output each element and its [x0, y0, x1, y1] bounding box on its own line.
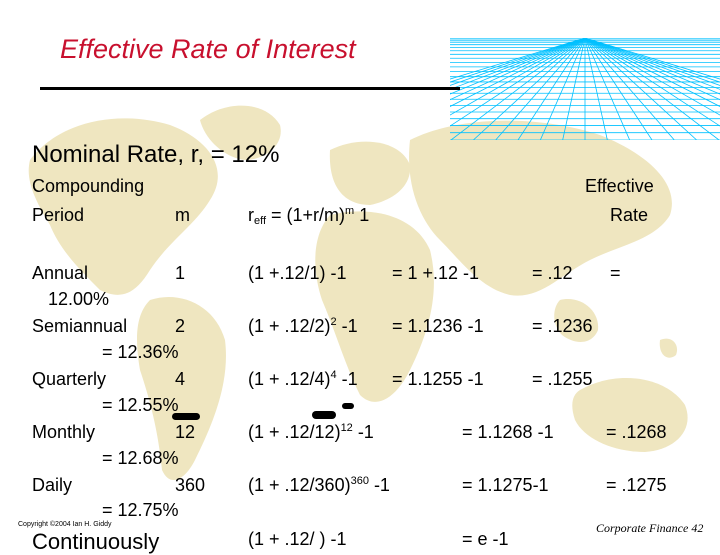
header-formula: reff = (1+r/m)m 1: [248, 205, 369, 227]
calc-a-tail: -1: [336, 369, 358, 389]
calc-a-tail: -1: [325, 263, 347, 283]
calc-a-text: (1 +.12/1): [248, 263, 326, 283]
ink-mark: [342, 403, 354, 409]
formula-tail: 1: [354, 205, 370, 225]
row-quarterly-calc-c: = .1255: [532, 369, 593, 389]
row-monthly-calc-b: = 1.1268 -1: [462, 422, 554, 442]
calc-a-tail: -1: [336, 316, 358, 336]
row-annual-calc-a: (1 +.12/1) -1: [248, 263, 347, 284]
perspective-grid-graphic: [450, 38, 720, 140]
page-title: Effective Rate of Interest: [60, 34, 356, 64]
row-monthly-calc-c: = .1268: [606, 422, 667, 442]
row-quarterly-effective: = 12.55%: [102, 395, 179, 415]
world-map-background: [28, 105, 688, 481]
row-daily-effective: = 12.75%: [102, 500, 179, 520]
row-semiannual-m: 2: [175, 316, 186, 336]
header-rate: Rate: [610, 205, 649, 225]
copyright-notice: Copyright ©2004 Ian H. Giddy: [18, 521, 112, 528]
header-period: Period: [32, 205, 85, 225]
row-semiannual-effective: = 12.36%: [102, 342, 179, 362]
row-quarterly-period: Quarterly: [32, 369, 107, 389]
calc-a-text: (1 + .12/2): [248, 316, 331, 336]
calc-a-exp: 360: [350, 475, 369, 487]
row-daily-m: 360: [175, 475, 206, 495]
row-quarterly-calc-a: (1 + .12/4)4 -1: [248, 369, 358, 390]
calc-a-text: (1 + .12/12): [248, 422, 341, 442]
slide-footer: Corporate Finance 42: [596, 521, 704, 535]
row-semiannual-calc-a: (1 + .12/2)2 -1: [248, 316, 358, 337]
row-annual-m: 1: [175, 263, 186, 283]
row-semiannual-period: Semiannual: [32, 316, 128, 336]
formula-sub: eff: [254, 215, 267, 227]
calc-a-exp: 4: [330, 369, 337, 381]
row-annual-effective: 12.00%: [48, 289, 110, 309]
calc-a-exp: 12: [340, 422, 353, 434]
row-annual-period: Annual: [32, 263, 89, 283]
row-daily-calc-b: = 1.1275-1: [462, 475, 549, 495]
formula-exp: m: [345, 205, 355, 217]
calc-a-text: (1 + .12/360): [248, 475, 351, 495]
row-continuous-period: Continuously: [32, 529, 160, 554]
calc-a-text: (1 + .12/ ): [248, 529, 326, 549]
row-monthly-calc-a: (1 + .12/12)12 -1: [248, 422, 374, 443]
row-daily-calc-a: (1 + .12/360)360 -1: [248, 475, 390, 496]
row-semiannual-calc-b: = 1.1236 -1: [392, 316, 484, 336]
row-annual-calc-d: =: [610, 263, 621, 283]
row-quarterly-calc-b: = 1.1255 -1: [392, 369, 484, 389]
nominal-rate: Nominal Rate, r, = 12%: [32, 141, 280, 168]
row-semiannual-calc-c: = .1236: [532, 316, 593, 336]
row-quarterly-m: 4: [175, 369, 186, 389]
row-annual-calc-c: = .12: [532, 263, 573, 283]
formula-r: r: [248, 205, 254, 225]
row-monthly-period: Monthly: [32, 422, 96, 442]
row-daily-calc-c: = .1275: [606, 475, 667, 495]
row-monthly-m: 12: [175, 422, 196, 442]
row-monthly-effective: = 12.68%: [102, 448, 179, 468]
calc-a-tail: -1: [368, 475, 390, 495]
title-divider: [40, 87, 460, 90]
header-m: m: [175, 205, 190, 225]
row-annual-calc-b: = 1 +.12 -1: [392, 263, 480, 283]
ink-mark: [172, 413, 200, 420]
header-compounding: Compounding: [32, 176, 145, 196]
ink-mark: [312, 411, 336, 419]
calc-a-tail: -1: [352, 422, 374, 442]
row-daily-period: Daily: [32, 475, 73, 495]
calc-a-text: (1 + .12/4): [248, 369, 331, 389]
calc-a-exp: 2: [330, 316, 337, 328]
calc-a-tail: -1: [325, 529, 347, 549]
header-effective: Effective: [585, 176, 654, 196]
formula-main: = (1+r/m): [266, 205, 346, 225]
